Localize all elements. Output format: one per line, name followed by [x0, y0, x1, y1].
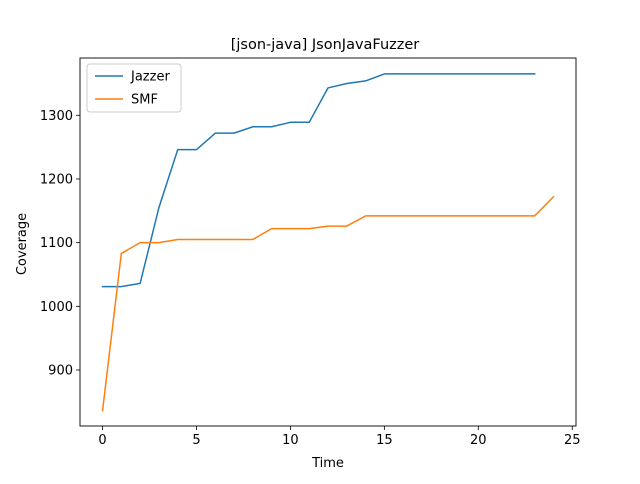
x-tick-label-15: 15 — [376, 433, 393, 448]
plot-frame — [79, 57, 577, 427]
x-tick-label-0: 0 — [98, 433, 106, 448]
y-tick-label-1200: 1200 — [40, 172, 73, 187]
y-tick-label-1300: 1300 — [40, 109, 73, 124]
y-tick-label-1000: 1000 — [40, 300, 73, 315]
y-axis-label: Coverage — [15, 213, 30, 275]
series-lines — [101, 73, 555, 412]
x-tick-label-10: 10 — [282, 433, 299, 448]
y-tick-label-900: 900 — [48, 363, 73, 378]
x-tick-label-25: 25 — [564, 433, 581, 448]
legend-label-jazzer: Jazzer — [130, 70, 170, 85]
legend: Jazzer SMF — [86, 63, 182, 113]
series-line-jazzer — [101, 73, 536, 288]
legend-label-smf: SMF — [131, 93, 158, 108]
y-axis: 900 1000 1100 1200 1300 — [40, 109, 80, 378]
x-tick-label-5: 5 — [192, 433, 200, 448]
x-axis-label: Time — [311, 456, 344, 471]
x-axis: 0 5 10 15 20 25 — [98, 426, 581, 448]
y-tick-label-1100: 1100 — [40, 236, 73, 251]
x-tick-label-20: 20 — [470, 433, 487, 448]
chart-title: [json-java] JsonJavaFuzzer — [231, 37, 420, 53]
series-line-smf — [101, 195, 555, 412]
